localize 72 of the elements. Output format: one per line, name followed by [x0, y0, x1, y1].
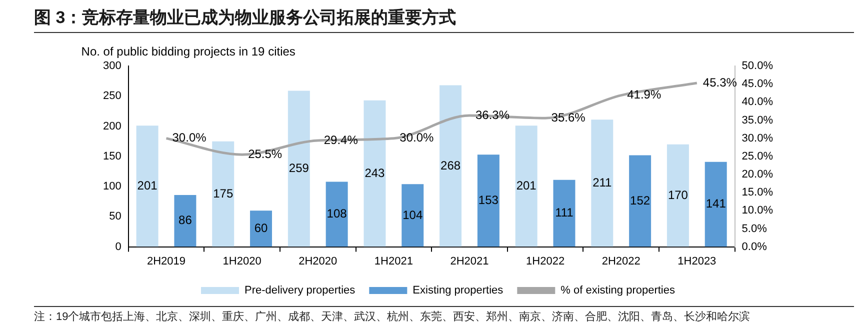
- data-label: 30.0%: [400, 130, 434, 145]
- data-label: 45.3%: [702, 75, 738, 90]
- data-label: 153: [478, 193, 499, 208]
- bar: [250, 210, 272, 247]
- bar: [364, 100, 386, 247]
- y-tick-label: 50: [109, 210, 122, 223]
- data-label: 111: [555, 206, 574, 220]
- data-label: 86: [178, 213, 192, 228]
- data-label: 108: [326, 206, 348, 221]
- data-label: 36.3%: [475, 108, 510, 122]
- y2-tick-label: 10.0%: [742, 204, 774, 217]
- data-label: 175: [213, 186, 234, 200]
- data-label: 104: [402, 208, 423, 222]
- data-label: 201: [516, 178, 537, 193]
- x-tick-label: 2H2021: [450, 255, 489, 268]
- y-axis-title: No. of public bidding projects in 19 cities: [81, 44, 296, 58]
- data-label: 152: [630, 193, 650, 208]
- legend-label: Existing properties: [412, 284, 504, 297]
- text: 注：19个城市包括上海、北京、深圳、重庆、广州、成都、天津、武汉、杭州、东莞、西安、郑州、南京、济南、合肥、沈阳、青岛、长沙和哈尔滨: [34, 306, 854, 324]
- x-tick-label: 1H2023: [678, 255, 716, 268]
- y-tick-label: 200: [102, 120, 122, 132]
- x-tick-label: 1H2022: [526, 255, 565, 268]
- data-label: 259: [288, 161, 310, 176]
- bar: [666, 144, 689, 247]
- data-label: 201: [137, 178, 158, 193]
- data-label: 30.0%: [172, 130, 207, 145]
- chart-title: 图 3：竞标存量物业已成为物业服务公司拓展的重要方式: [34, 6, 854, 33]
- bar: [326, 182, 348, 247]
- data-label: 211: [592, 176, 612, 190]
- x-tick-label: 2H2019: [146, 255, 186, 268]
- data-label: 25.5%: [248, 146, 282, 161]
- bar: [515, 126, 538, 247]
- data-label: 243: [364, 166, 386, 180]
- y2-tick-label: 40.0%: [742, 96, 774, 108]
- y2-tick-label: 25.0%: [742, 150, 774, 162]
- bar: [212, 141, 234, 247]
- bar: [440, 85, 462, 247]
- y2-tick-label: 5.0%: [742, 222, 768, 235]
- y-tick-label: 150: [102, 150, 122, 162]
- bar: [629, 155, 652, 247]
- y-tick-label: 250: [102, 90, 122, 102]
- y2-tick-label: 0.0%: [742, 240, 768, 253]
- y2-tick-label: 15.0%: [742, 186, 774, 199]
- y2-tick-label: 20.0%: [742, 168, 774, 181]
- data-label: 35.6%: [551, 110, 586, 124]
- legend-label: Pre-delivery properties: [244, 284, 356, 297]
- bar: [174, 194, 196, 247]
- bar: [477, 154, 500, 247]
- y2-tick-label: 50.0%: [742, 60, 774, 72]
- bar: [136, 126, 158, 247]
- y-tick-label: 0: [115, 240, 122, 253]
- y-tick-label: 100: [102, 180, 122, 193]
- data-label: 170: [668, 188, 688, 202]
- x-tick-label: 1H2021: [374, 255, 413, 268]
- legend-label: % of existing properties: [560, 284, 676, 297]
- data-label: 268: [440, 158, 461, 172]
- data-label: 41.9%: [627, 88, 662, 102]
- y2-tick-label: 35.0%: [742, 114, 774, 126]
- y2-tick-label: 45.0%: [742, 78, 774, 90]
- bar: [591, 120, 614, 247]
- bar: [402, 184, 424, 247]
- data-label: 141: [706, 196, 726, 211]
- x-tick-label: 2H2022: [602, 255, 640, 268]
- x-tick-label: 1H2020: [222, 255, 262, 268]
- y2-tick-label: 30.0%: [742, 132, 774, 144]
- data-label: 29.4%: [324, 132, 358, 147]
- bar: [553, 180, 576, 247]
- x-tick-label: 2H2020: [298, 255, 338, 268]
- bar: [704, 162, 727, 247]
- y-tick-label: 300: [102, 60, 122, 72]
- bar: [288, 90, 310, 247]
- data-label: 60: [254, 221, 268, 236]
